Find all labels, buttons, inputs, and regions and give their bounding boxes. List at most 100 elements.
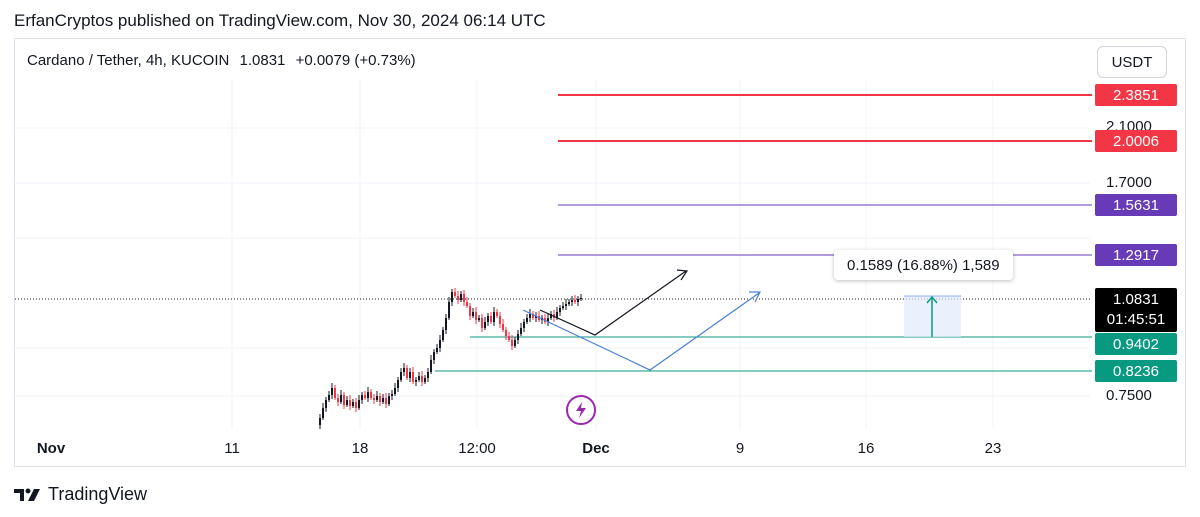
candle-body: [523, 322, 525, 328]
candle-body: [502, 324, 504, 330]
candle-body: [406, 368, 408, 378]
candle-body: [394, 388, 396, 394]
candle-body: [436, 348, 438, 352]
candle-body: [412, 372, 414, 382]
candle-body: [376, 396, 378, 400]
symbol-name: Cardano / Tether, 4h, KUCOIN: [27, 52, 230, 69]
x-tick: 23: [984, 440, 1002, 457]
x-tick: 12:00: [458, 440, 496, 457]
candle-body: [568, 302, 570, 304]
y-axis-label: 0.7500: [1106, 387, 1152, 404]
publisher-caption: ErfanCryptos published on TradingView.co…: [14, 11, 546, 30]
candle-body: [517, 334, 519, 340]
candle-body: [418, 376, 420, 380]
candle-body: [454, 292, 456, 296]
candle-body: [355, 402, 357, 408]
candle-body: [466, 302, 468, 306]
y-axis-label: 1.7000: [1106, 174, 1152, 191]
candle-body: [424, 378, 426, 382]
candle-body: [562, 306, 564, 308]
candle-body: [580, 298, 582, 299]
x-tick: 9: [735, 440, 745, 457]
candle-body: [574, 300, 576, 302]
candle-body: [499, 316, 501, 324]
candle-body: [559, 308, 561, 312]
symbol-change: +0.0079 (+0.73%): [295, 52, 416, 69]
measure-arrow-head: [926, 295, 938, 304]
candle-body: [571, 300, 573, 302]
candle-body: [445, 318, 447, 330]
projection-path-blue: [522, 292, 760, 371]
candle-body: [469, 306, 471, 316]
candle-body: [535, 316, 537, 318]
candle-body: [457, 296, 459, 300]
candle-body: [514, 340, 516, 346]
candle-body: [442, 330, 444, 340]
lightning-icon[interactable]: [566, 395, 596, 425]
candle-body: [493, 312, 495, 322]
projection-arrowhead-blue: [749, 291, 761, 303]
candle-body: [508, 336, 510, 340]
x-tick: 18: [351, 440, 369, 457]
candle-body: [373, 398, 375, 400]
candle-body: [463, 294, 465, 302]
candle-body: [403, 368, 405, 372]
candle-body: [547, 318, 549, 322]
candle-body: [520, 328, 522, 334]
candle-body: [505, 330, 507, 336]
candle-body: [511, 340, 513, 346]
bar-countdown: 01:45:51: [1106, 311, 1166, 328]
candle-body: [577, 299, 579, 302]
candle-body: [334, 388, 336, 398]
candle-body: [328, 395, 330, 400]
candle-body: [478, 318, 480, 320]
candle-body: [385, 398, 387, 404]
symbol-price: 1.0831: [239, 52, 286, 69]
candle-body: [427, 372, 429, 378]
level-tag: 0.9402: [1095, 333, 1177, 355]
candle-body: [343, 395, 345, 405]
candle-body: [340, 395, 342, 402]
candle-body: [391, 394, 393, 396]
candle-body: [430, 360, 432, 372]
x-tick: Dec: [582, 440, 610, 457]
candle-body: [319, 418, 321, 425]
currency-button[interactable]: USDT: [1097, 46, 1167, 78]
candle-body: [472, 312, 474, 316]
candle-body: [364, 395, 366, 398]
candle-body: [379, 396, 381, 402]
candle-body: [367, 392, 369, 398]
current-price-tag: 1.0831 01:45:51: [1095, 288, 1177, 332]
current-price: 1.0831: [1113, 291, 1159, 308]
brand-name: TradingView: [48, 484, 148, 504]
level-tag: 1.2917: [1095, 244, 1177, 266]
candle-body: [415, 380, 417, 382]
candle-body: [433, 352, 435, 360]
candle-body: [451, 292, 453, 302]
symbol-info: Cardano / Tether, 4h, KUCOIN 1.0831 +0.0…: [27, 52, 422, 69]
candle-body: [352, 402, 354, 406]
candle-body: [526, 318, 528, 322]
measure-label: 0.1589 (16.88%) 1,589: [834, 250, 1013, 280]
candle-body: [481, 318, 483, 328]
candle-body: [439, 340, 441, 348]
level-tag: 0.8236: [1095, 360, 1177, 382]
candle-body: [322, 408, 324, 418]
candle-body: [331, 388, 333, 395]
candle-body: [346, 400, 348, 405]
tradingview-logo-icon: [14, 488, 40, 501]
tradingview-brand[interactable]: TradingView: [14, 484, 147, 505]
candle-body: [382, 398, 384, 402]
candle-body: [475, 312, 477, 320]
candle-body: [358, 400, 360, 408]
candle-body: [532, 314, 534, 318]
level-tag: 1.5631: [1095, 194, 1177, 216]
candle-body: [460, 294, 462, 300]
candle-body: [490, 316, 492, 322]
candle-body: [484, 322, 486, 328]
x-tick: Nov: [36, 440, 66, 457]
candle-body: [448, 302, 450, 318]
candle-body: [529, 314, 531, 318]
x-tick: 16: [857, 440, 875, 457]
